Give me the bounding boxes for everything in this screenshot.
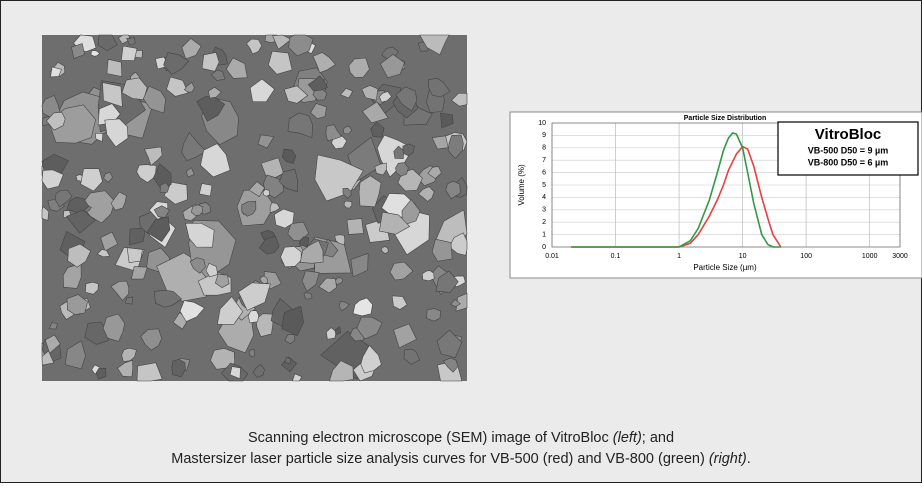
particle [248, 311, 259, 323]
y-tick-label: 10 [538, 120, 546, 127]
particle [249, 349, 255, 356]
caption-text: Scanning electron microscope (SEM) image… [248, 430, 613, 446]
particle [125, 297, 132, 304]
caption-text: (right) [709, 451, 747, 467]
caption-text: Mastersizer laser particle size analysis… [171, 451, 709, 467]
page: {"chart_data": {"type": "line", "title":… [0, 0, 922, 488]
sem-image [42, 35, 467, 381]
x-tick-label: 10 [739, 253, 747, 260]
y-tick-label: 2 [542, 219, 546, 226]
particle [127, 248, 142, 263]
y-tick-label: 7 [542, 157, 546, 164]
x-tick-label: 0.01 [545, 253, 559, 260]
caption-text: (left) [613, 430, 642, 446]
y-axis-label: Volume (%) [517, 164, 526, 206]
particle [304, 293, 312, 299]
x-tick-label: 3000 [892, 253, 908, 260]
y-tick-label: 6 [542, 169, 546, 176]
x-tick-label: 0.1 [611, 253, 621, 260]
y-tick-label: 3 [542, 207, 546, 214]
y-tick-label: 9 [542, 132, 546, 139]
caption-line: Scanning electron microscope (SEM) image… [248, 430, 674, 446]
x-tick-label: 1000 [862, 253, 878, 260]
particle [199, 184, 212, 197]
particle [347, 218, 364, 234]
caption-text: . [747, 451, 751, 467]
particle [107, 59, 122, 76]
y-tick-label: 0 [542, 244, 546, 251]
x-tick-label: 100 [800, 253, 812, 260]
chart-title: Particle Size Distribution [684, 115, 766, 122]
figure: Particle Size Distribution Particle Size … [0, 0, 922, 483]
legend-title: VitroBloc [815, 126, 881, 143]
caption-line: Mastersizer laser particle size analysis… [171, 451, 750, 467]
legend-entry: VB-800 D50 = 6 µm [808, 157, 888, 167]
legend-entry: VB-500 D50 = 9 µm [808, 145, 888, 155]
particle [121, 46, 137, 61]
x-tick-label: 1 [677, 253, 681, 260]
y-tick-label: 4 [542, 194, 546, 201]
y-tick-label: 1 [542, 231, 546, 238]
y-tick-label: 5 [542, 182, 546, 189]
x-axis-label: Particle Size (µm) [693, 263, 757, 272]
y-tick-label: 8 [542, 145, 546, 152]
caption-text: ; and [642, 430, 674, 446]
